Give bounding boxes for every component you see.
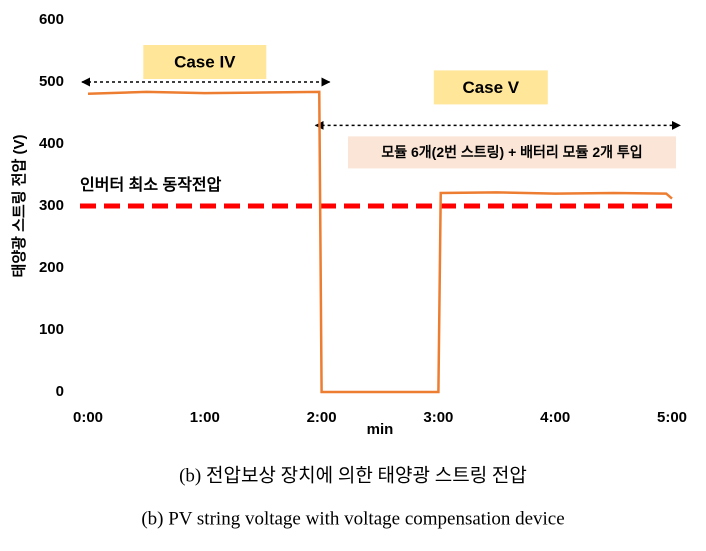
caption: (b) PV string voltage with voltage compe…	[141, 508, 564, 529]
y-axis-label: 태양광 스트링 전압 (V)	[10, 135, 28, 278]
y-tick-label: 0	[56, 383, 64, 400]
x-tick-label: 5:00	[657, 409, 687, 426]
x-tick-label: 4:00	[540, 409, 570, 426]
reference-label: 인버터 최소 동작전압	[80, 175, 222, 194]
annotation-note-box	[348, 136, 676, 169]
annotation-box	[433, 70, 548, 105]
y-tick-label: 500	[39, 73, 64, 90]
annotation-note: 모듈 6개(2번 스트링) + 배터리 모듈 2개 투입	[381, 144, 642, 160]
annotation-label: Case V	[462, 78, 519, 97]
y-tick-label: 200	[39, 259, 64, 276]
annotation-box	[143, 45, 267, 79]
data-line	[87, 90, 673, 394]
x-tick-label: 0:00	[73, 409, 103, 426]
y-tick-label: 100	[39, 321, 64, 338]
y-tick-label: 400	[39, 135, 64, 152]
x-tick-label: 3:00	[423, 409, 453, 426]
x-axis-label: min	[367, 421, 394, 438]
x-tick-label: 2:00	[307, 409, 337, 426]
caption: (b) 전압보상 장치에 의한 태양광 스트링 전압	[179, 464, 527, 486]
x-tick-label: 1:00	[190, 409, 220, 426]
y-tick-label: 600	[39, 11, 64, 28]
annotation-label: Case IV	[174, 52, 236, 71]
y-tick-label: 300	[39, 197, 64, 214]
